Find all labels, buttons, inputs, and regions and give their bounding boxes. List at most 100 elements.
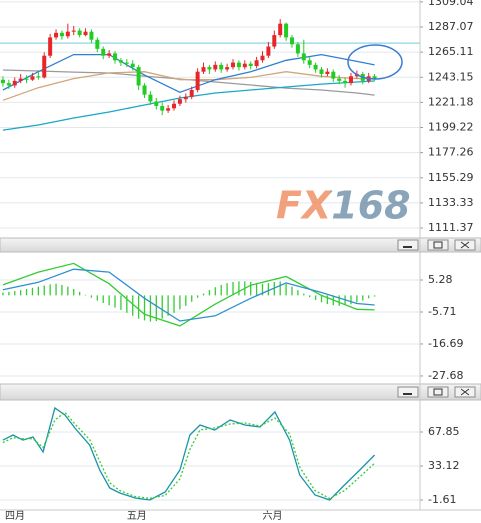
candle-body (24, 78, 29, 80)
y-tick-label: -16.69 (428, 337, 463, 350)
candle-body (325, 71, 330, 75)
candle-body (6, 83, 11, 86)
candle-body (77, 30, 82, 36)
y-tick-label: 1111.37 (428, 221, 474, 234)
candle-body (54, 32, 59, 38)
icon (433, 241, 443, 249)
minimize-button[interactable] (397, 386, 419, 398)
candle-body (166, 108, 171, 111)
y-tick-label: 1199.22 (428, 121, 474, 134)
y-tick-label: 1265.11 (428, 45, 474, 58)
candle-body (130, 63, 135, 68)
candle-body (343, 80, 348, 84)
candle-body (242, 63, 247, 68)
candle-body (236, 62, 241, 68)
y-tick-label: 1221.18 (428, 95, 474, 108)
candle-body (89, 31, 94, 40)
candle-body (207, 67, 212, 70)
maximize-button[interactable] (427, 386, 449, 398)
candle-body (107, 53, 112, 56)
candle-body (231, 62, 236, 68)
candle-body (12, 80, 17, 86)
candle-body (148, 94, 153, 102)
candle-body (266, 46, 271, 56)
candle-body (272, 35, 277, 47)
y-tick-label: -27.68 (428, 369, 463, 382)
candle-body (225, 67, 230, 70)
candle-body (177, 99, 182, 104)
candle-body (348, 76, 353, 84)
candle-body (71, 30, 76, 32)
y-tick-label: 1309.04 (428, 0, 474, 8)
candle-body (372, 76, 377, 79)
series-line (2, 80, 375, 131)
candle-body (59, 32, 64, 37)
y-tick-label: 1287.07 (428, 20, 474, 33)
x-tick-label: 六月 (263, 510, 283, 522)
candle-body (295, 44, 300, 54)
candle-body (65, 31, 70, 37)
candle-body (284, 23, 289, 38)
candle-body (319, 69, 324, 75)
candle-body (183, 96, 188, 100)
candle-body (254, 60, 259, 66)
watermark: FX168 (276, 184, 411, 228)
candle-body (95, 39, 100, 49)
candle-body (101, 48, 106, 56)
candle-body (30, 76, 35, 80)
candle-body (189, 90, 194, 97)
y-tick-label: 1133.33 (428, 196, 474, 209)
y-tick-label: 5.28 (428, 273, 453, 286)
y-tick-label: 1177.26 (428, 146, 474, 159)
candle-body (124, 62, 129, 64)
candle-body (36, 76, 41, 78)
candle-body (0, 79, 5, 84)
panel-buttons (397, 239, 476, 398)
candle-body (18, 78, 23, 81)
candle-body (301, 53, 306, 61)
candle-body (142, 85, 147, 95)
candle-body (201, 67, 206, 72)
candle-body (219, 64, 224, 70)
y-tick-label: 1243.15 (428, 70, 474, 83)
candle-body (337, 78, 342, 81)
candle-body (136, 67, 141, 86)
candle-body (331, 71, 336, 79)
annotation-ellipse (347, 44, 403, 80)
candle-body (154, 101, 159, 107)
series-line (2, 411, 376, 500)
candle-body (195, 71, 200, 91)
icon (460, 388, 470, 396)
series-line (2, 268, 375, 322)
y-tick-label: -5.71 (428, 305, 456, 318)
minimize-button[interactable] (397, 239, 419, 251)
x-tick-label: 四月 (5, 510, 25, 522)
candle-body (42, 55, 47, 78)
candle-body (160, 106, 165, 111)
candle-body (313, 64, 318, 70)
candle-body (83, 31, 88, 36)
candle-body (260, 55, 265, 61)
candle-body (172, 103, 177, 109)
candle-body (289, 37, 294, 45)
candle-body (307, 60, 312, 65)
candle-body (118, 60, 123, 63)
candle-body (278, 23, 283, 36)
candle-body (213, 64, 218, 70)
y-tick-label: 33.12 (428, 459, 460, 472)
series-line (2, 262, 375, 327)
candle-body (48, 37, 53, 56)
maximize-button[interactable] (427, 239, 449, 251)
y-tick-label: -1.61 (428, 493, 456, 506)
series-line (2, 406, 376, 501)
panel-bar (0, 237, 481, 253)
candle-body (113, 53, 118, 61)
panel-bar (0, 383, 481, 401)
y-tick-label: 1155.29 (428, 171, 474, 184)
y-tick-label: 67.85 (428, 425, 460, 438)
icon (433, 388, 443, 396)
candle-body (248, 63, 253, 66)
